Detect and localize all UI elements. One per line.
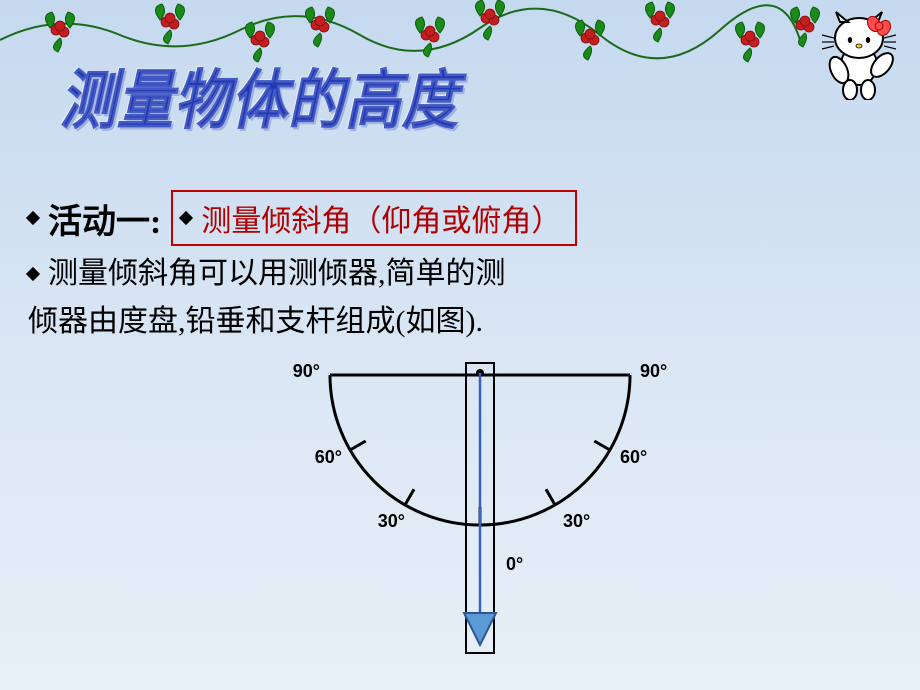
page-title: 测量物体的高度 <box>60 49 459 142</box>
bullet-diamond-icon <box>179 211 193 225</box>
description-line-2: 倾器由度盘,铅垂和支杆组成(如图). <box>28 298 506 346</box>
activity-row: 活动一: 测量倾斜角（仰角或俯角） <box>28 190 577 246</box>
description-block: 测量倾斜角可以用测倾器,简单的测 倾器由度盘,铅垂和支杆组成(如图). <box>28 250 506 346</box>
inclinometer-diagram: 90° 60° 30° 0° 30° 60° 90° <box>260 355 700 675</box>
activity-box: 测量倾斜角（仰角或俯角） <box>171 190 577 246</box>
label-right-90: 90° <box>640 361 667 381</box>
hello-kitty-decoration <box>814 10 904 100</box>
label-left-60: 60° <box>315 447 342 467</box>
description-line-1: 测量倾斜角可以用测倾器,简单的测 <box>48 250 506 298</box>
label-zero: 0° <box>506 554 523 574</box>
plumb-arrow-icon <box>464 613 496 645</box>
label-left-90: 90° <box>293 361 320 381</box>
label-right-30: 30° <box>563 511 590 531</box>
label-right-60: 60° <box>620 447 647 467</box>
activity-label: 活动一: <box>48 194 161 243</box>
label-left-30: 30° <box>378 511 405 531</box>
bullet-diamond-icon <box>26 211 40 225</box>
bullet-diamond-icon <box>26 267 40 281</box>
title-text: 测量物体的高度 <box>60 66 459 137</box>
activity-box-text: 测量倾斜角（仰角或俯角） <box>201 196 561 240</box>
